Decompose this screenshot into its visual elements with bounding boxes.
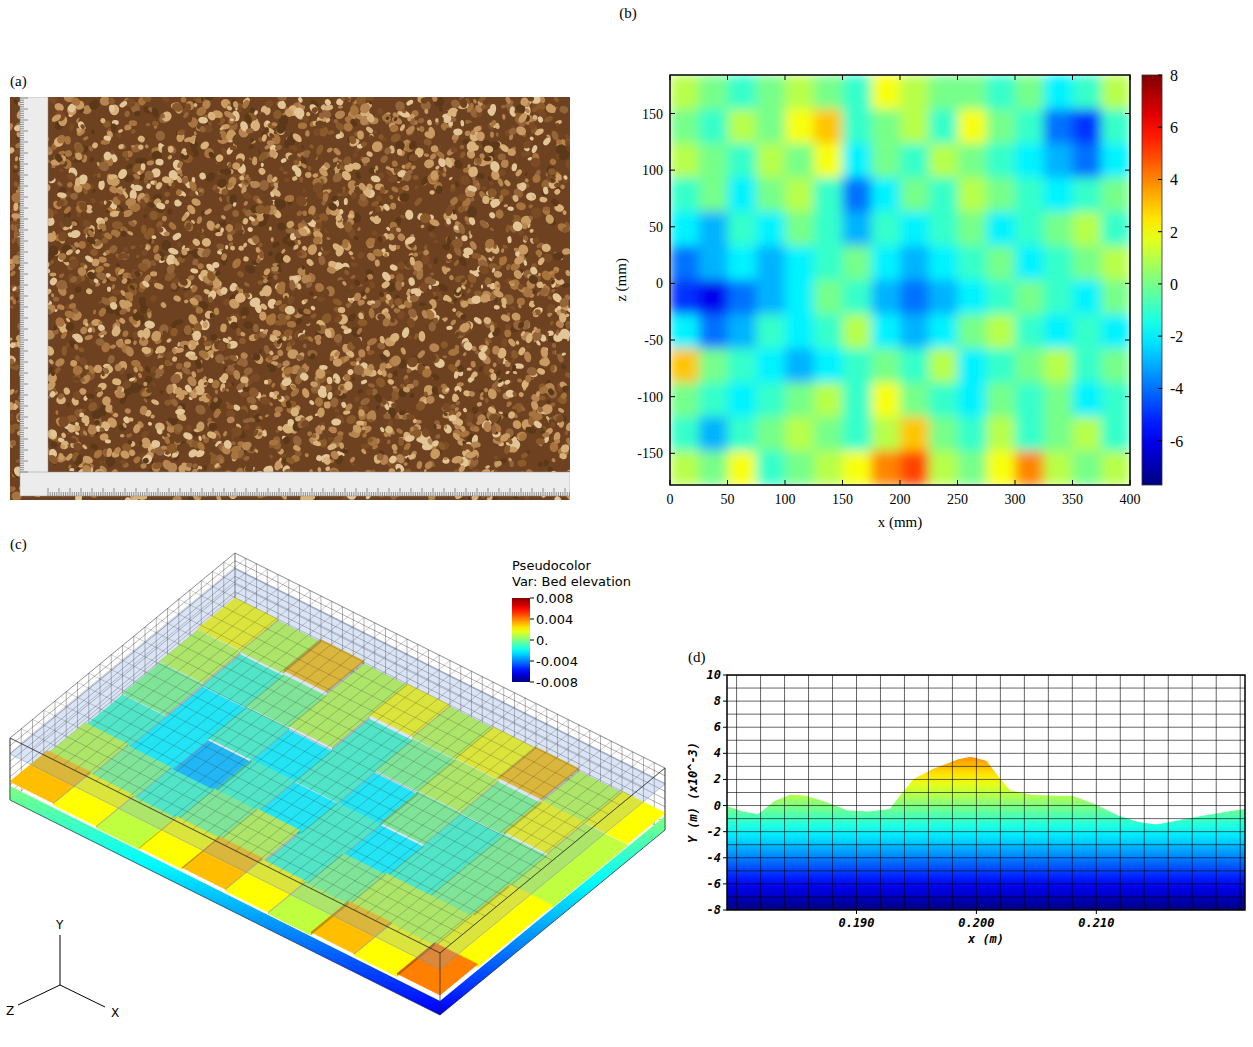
pebble: [398, 437, 404, 446]
pebble: [510, 461, 514, 467]
figure: (a)(b)050100150200250300350400-150-100-5…: [0, 0, 1253, 1047]
panel-label: (a): [10, 73, 27, 90]
photo: [5, 92, 576, 507]
